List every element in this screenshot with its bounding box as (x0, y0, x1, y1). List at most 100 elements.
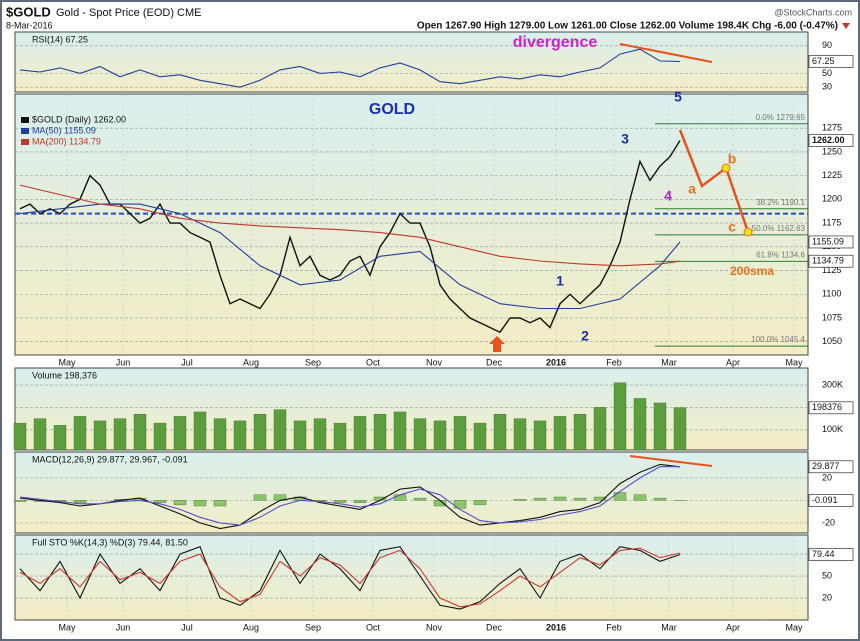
y-tick-label: 1250 (822, 146, 842, 156)
bar (73, 500, 87, 503)
bar (593, 407, 607, 451)
annotation: 3 (621, 131, 629, 147)
bar (333, 422, 347, 451)
panel-title: MACD(12,26,9) 29.877, 29.967, -0.091 (32, 454, 188, 464)
bar (13, 500, 27, 502)
y-tick-label: 1175 (822, 217, 841, 227)
y-tick-label: 1100 (822, 289, 841, 299)
x-tick-label: Mar (661, 357, 677, 367)
bar (473, 500, 487, 506)
x-tick-label: Apr (726, 622, 740, 632)
divergence-line (619, 43, 713, 63)
x-tick-label: Nov (426, 357, 443, 367)
y-tick-label: 50 (822, 68, 832, 78)
bar (73, 416, 87, 451)
series-line (19, 184, 681, 267)
bar (553, 496, 567, 501)
bar (193, 411, 207, 451)
panel-background (14, 93, 809, 356)
value-box-label: 67.25 (812, 56, 835, 66)
bar (593, 496, 607, 501)
panel-title: RSI(14) 67.25 (32, 34, 88, 44)
bar (293, 420, 307, 451)
bar (273, 409, 287, 451)
x-tick-label: Jul (181, 622, 193, 632)
x-tick-label: Jun (116, 357, 131, 367)
low-arrow (489, 336, 505, 352)
bar (193, 500, 207, 507)
x-tick-label: Dec (486, 357, 503, 367)
bar (233, 420, 247, 451)
x-tick-label: Nov (426, 622, 443, 632)
bar (113, 418, 127, 451)
annotation: 1 (556, 273, 564, 289)
value-box-label: 1155.09 (812, 236, 844, 246)
bar (573, 413, 587, 451)
bar (493, 413, 507, 451)
x-tick-label: Aug (243, 357, 259, 367)
bar (453, 500, 467, 509)
source: @StockCharts.com (774, 7, 852, 17)
bar (533, 420, 547, 451)
panel-title: Volume 198,376 (32, 370, 97, 380)
bar (173, 416, 187, 451)
y-tick-label: 30 (822, 82, 832, 92)
panel-background (14, 534, 809, 621)
value-box-label: 1134.79 (812, 256, 844, 266)
value-box-label: 29.877 (812, 461, 840, 471)
bar (673, 407, 687, 451)
value-box (808, 401, 854, 415)
x-tick-label: 2016 (546, 622, 566, 632)
bar (53, 425, 67, 451)
x-tick-label: Dec (486, 622, 503, 632)
bar (473, 422, 487, 451)
series-line (19, 547, 681, 608)
bar (533, 497, 547, 501)
value-box (808, 55, 854, 68)
value-box-label: 79.44 (812, 549, 835, 559)
change-arrow (842, 23, 850, 29)
drawings (489, 43, 753, 467)
y-tick-label: 1050 (822, 336, 842, 346)
y-tick-label: 1075 (822, 312, 842, 322)
bar (253, 413, 267, 451)
annotation: b (728, 151, 737, 167)
x-tick-label: Feb (606, 357, 622, 367)
bar (213, 500, 227, 507)
annotation: 5 (674, 89, 682, 105)
annotation: divergence (513, 34, 598, 51)
bar (353, 500, 367, 503)
panel-background (14, 451, 809, 534)
instrument-name: Gold - Spot Price (EOD) CME (56, 7, 201, 19)
value-box-label: 1262.00 (812, 135, 845, 145)
bar (513, 418, 527, 451)
quote: Open 1267.90 High 1279.00 Low 1261.00 Cl… (417, 21, 838, 32)
date: 8-Mar-2016 (6, 20, 53, 30)
bar (453, 416, 467, 451)
annotation: 200sma (730, 264, 774, 278)
y-tick-label: 20 (822, 472, 832, 482)
bar (173, 500, 187, 506)
value-box (808, 494, 854, 507)
y-tick-label: 1225 (822, 170, 842, 180)
x-tick-label: Jul (181, 357, 193, 367)
x-tick-label: Oct (366, 622, 381, 632)
y-tick-label: 50 (822, 570, 832, 580)
value-box (808, 235, 854, 249)
divergence-line (629, 455, 713, 467)
bar (153, 500, 167, 503)
value-box-label: -0.091 (812, 495, 838, 505)
projection-path (678, 129, 750, 233)
value-box-label: 198376 (812, 402, 842, 412)
y-tick-label: 1200 (822, 194, 842, 204)
x-tick-label: Jun (116, 622, 131, 632)
fib-label: 0.0% 1279.65 (756, 113, 806, 122)
annotation: 2 (581, 328, 589, 344)
panel-title: Full STO %K(14,3) %D(3) 79.44, 81.50 (32, 537, 188, 547)
bar (393, 494, 407, 501)
bar (633, 494, 647, 501)
legend-swatch (21, 139, 29, 145)
bar (13, 422, 27, 451)
